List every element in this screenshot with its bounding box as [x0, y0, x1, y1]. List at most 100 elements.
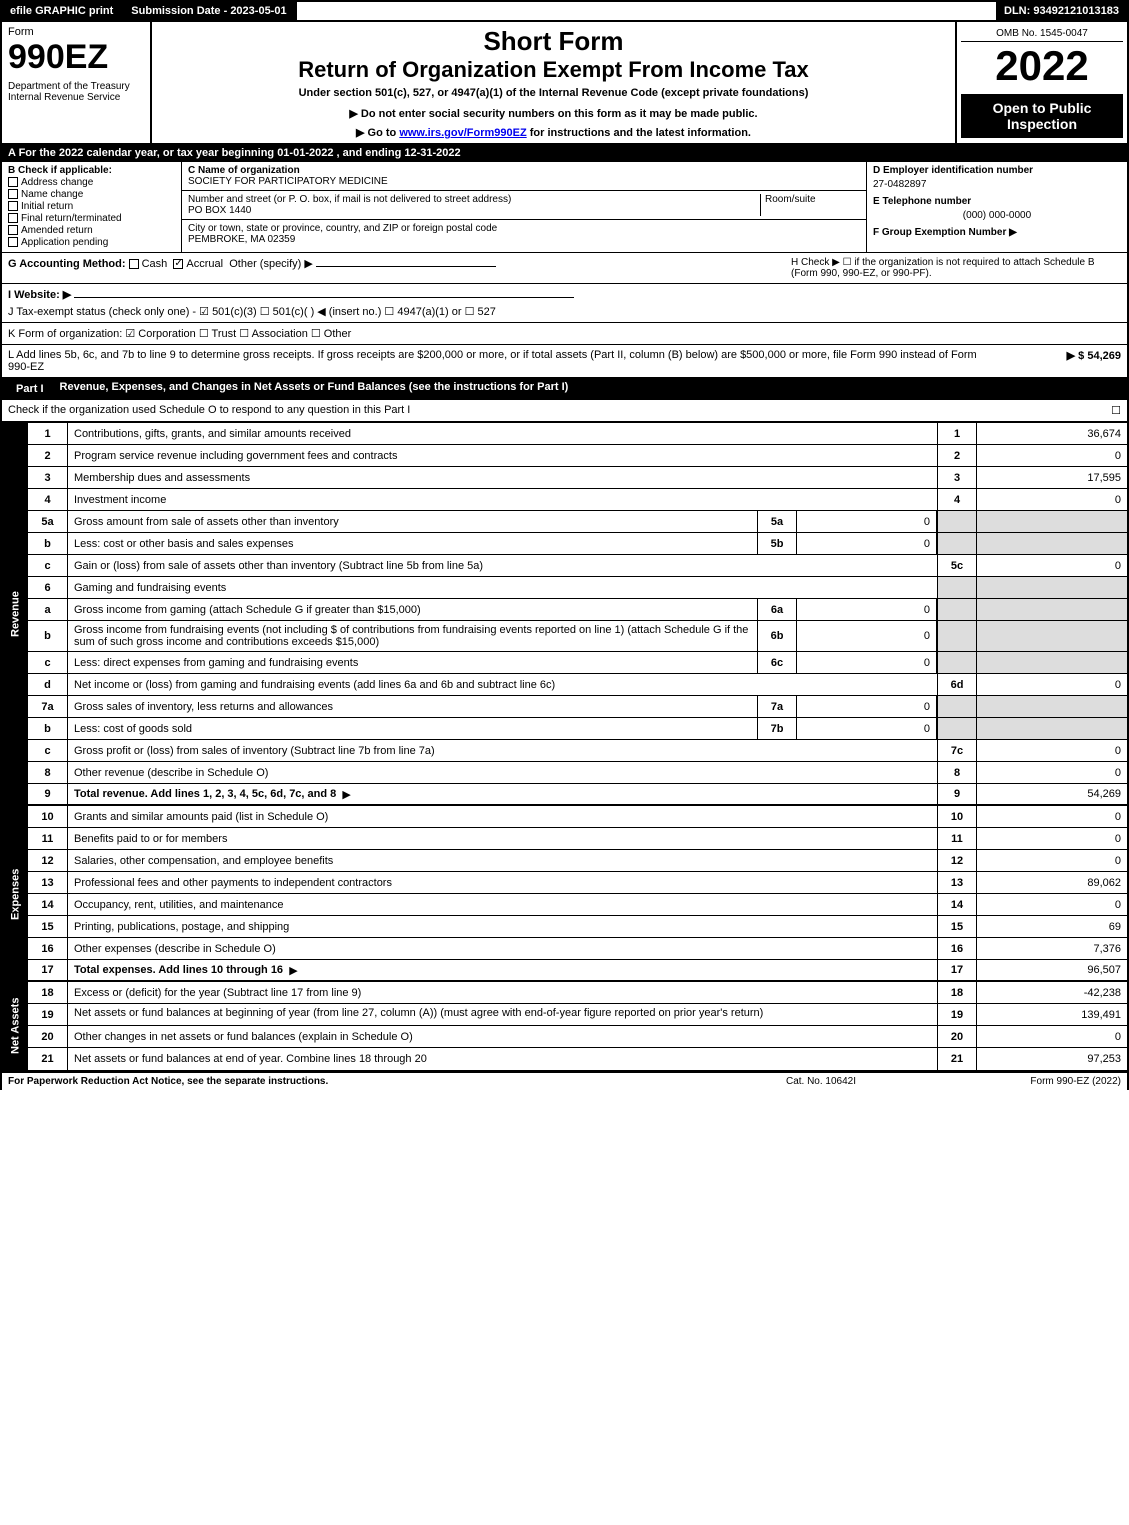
phone-label: E Telephone number — [873, 196, 1121, 207]
line-7b-val: 0 — [797, 718, 937, 739]
line-13-desc: Professional fees and other payments to … — [68, 872, 937, 893]
part-1-header: Part I Revenue, Expenses, and Changes in… — [0, 378, 1129, 400]
page-footer: For Paperwork Reduction Act Notice, see … — [0, 1072, 1129, 1090]
title-return: Return of Organization Exempt From Incom… — [156, 57, 951, 83]
org-name-label: C Name of organization — [188, 165, 860, 176]
tax-exempt-status: J Tax-exempt status (check only one) - ☑… — [8, 305, 1121, 318]
line-13-val: 89,062 — [977, 872, 1127, 893]
cat-number: Cat. No. 10642I — [721, 1076, 921, 1087]
line-7c-val: 0 — [977, 740, 1127, 761]
expenses-section: Expenses 10Grants and similar amounts pa… — [0, 806, 1129, 982]
check-cash[interactable] — [129, 259, 139, 269]
line-10-desc: Grants and similar amounts paid (list in… — [68, 806, 937, 827]
row-l-gross-receipts: L Add lines 5b, 6c, and 7b to line 9 to … — [0, 345, 1129, 378]
line-14-val: 0 — [977, 894, 1127, 915]
form-header: Form 990EZ Department of the Treasury In… — [0, 22, 1129, 145]
line-10-val: 0 — [977, 806, 1127, 827]
omb-number: OMB No. 1545-0047 — [961, 26, 1123, 42]
row-i-website: I Website: ▶ J Tax-exempt status (check … — [0, 284, 1129, 323]
accounting-label: G Accounting Method: — [8, 258, 126, 270]
section-a-tax-year: A For the 2022 calendar year, or tax yea… — [0, 145, 1129, 162]
line-5c-desc: Gain or (loss) from sale of assets other… — [68, 555, 937, 576]
line-6c-desc: Less: direct expenses from gaming and fu… — [68, 652, 757, 673]
line-2-desc: Program service revenue including govern… — [68, 445, 937, 466]
line-6b-val: 0 — [797, 621, 937, 651]
paperwork-notice: For Paperwork Reduction Act Notice, see … — [8, 1076, 721, 1087]
check-initial-return[interactable]: Initial return — [8, 201, 175, 212]
line-1-desc: Contributions, gifts, grants, and simila… — [68, 423, 937, 444]
header-left: Form 990EZ Department of the Treasury In… — [2, 22, 152, 143]
website-label: I Website: ▶ — [8, 289, 71, 301]
form-ref: Form 990-EZ (2022) — [921, 1076, 1121, 1087]
line-19-val: 139,491 — [977, 1004, 1127, 1025]
side-label-expenses: Expenses — [2, 806, 28, 982]
gross-receipts-amount: ▶ $ 54,269 — [1001, 349, 1121, 373]
check-name-change[interactable]: Name change — [8, 189, 175, 200]
other-specify: Other (specify) ▶ — [229, 258, 313, 270]
part-1-title: Revenue, Expenses, and Changes in Net As… — [60, 381, 569, 397]
line-6d-desc: Net income or (loss) from gaming and fun… — [68, 674, 937, 695]
line-9-val: 54,269 — [977, 784, 1127, 804]
line-7a-desc: Gross sales of inventory, less returns a… — [68, 696, 757, 717]
submission-date: Submission Date - 2023-05-01 — [123, 2, 296, 20]
efile-label[interactable]: efile GRAPHIC print — [2, 2, 123, 20]
line-8-val: 0 — [977, 762, 1127, 783]
part1-checkbox[interactable]: ☐ — [1091, 404, 1121, 417]
department-label: Department of the Treasury Internal Reve… — [8, 81, 144, 103]
check-amended[interactable]: Amended return — [8, 225, 175, 236]
line-7a-val: 0 — [797, 696, 937, 717]
line-8-desc: Other revenue (describe in Schedule O) — [68, 762, 937, 783]
row-k-form-org: K Form of organization: ☑ Corporation ☐ … — [0, 323, 1129, 345]
line-4-desc: Investment income — [68, 489, 937, 510]
line-21-desc: Net assets or fund balances at end of ye… — [68, 1048, 937, 1070]
line-21-val: 97,253 — [977, 1048, 1127, 1070]
part-1-check-line: Check if the organization used Schedule … — [0, 400, 1129, 423]
tax-year: 2022 — [961, 42, 1123, 90]
room-suite-label: Room/suite — [760, 194, 860, 216]
side-label-revenue: Revenue — [2, 423, 28, 806]
net-assets-section: Net Assets 18Excess or (deficit) for the… — [0, 982, 1129, 1072]
org-name: SOCIETY FOR PARTICIPATORY MEDICINE — [188, 176, 860, 187]
street-label: Number and street (or P. O. box, if mail… — [188, 194, 760, 205]
line-20-desc: Other changes in net assets or fund bala… — [68, 1026, 937, 1047]
part-1-label: Part I — [8, 381, 52, 397]
check-final-return[interactable]: Final return/terminated — [8, 213, 175, 224]
irs-link[interactable]: www.irs.gov/Form990EZ — [399, 127, 526, 139]
section-d-ein: D Employer identification number 27-0482… — [867, 162, 1127, 252]
subtitle-2: ▶ Do not enter social security numbers o… — [156, 107, 951, 120]
line-12-val: 0 — [977, 850, 1127, 871]
phone-value: (000) 000-0000 — [873, 210, 1121, 221]
line-6a-val: 0 — [797, 599, 937, 620]
check-address-change[interactable]: Address change — [8, 177, 175, 188]
line-7c-desc: Gross profit or (loss) from sales of inv… — [68, 740, 937, 761]
line-5c-val: 0 — [977, 555, 1127, 576]
line-17-val: 96,507 — [977, 960, 1127, 980]
line-6a-desc: Gross income from gaming (attach Schedul… — [68, 599, 757, 620]
header-center: Short Form Return of Organization Exempt… — [152, 22, 957, 143]
line-20-val: 0 — [977, 1026, 1127, 1047]
subtitle-1: Under section 501(c), 527, or 4947(a)(1)… — [156, 87, 951, 99]
line-5a-desc: Gross amount from sale of assets other t… — [68, 511, 757, 532]
line-11-val: 0 — [977, 828, 1127, 849]
line-18-desc: Excess or (deficit) for the year (Subtra… — [68, 982, 937, 1003]
section-c-org: C Name of organization SOCIETY FOR PARTI… — [182, 162, 867, 252]
ein-value: 27-0482897 — [873, 179, 1121, 190]
row-g-accounting: G Accounting Method: Cash Accrual Other … — [0, 253, 1129, 284]
city-label: City or town, state or province, country… — [188, 223, 860, 234]
line-4-val: 0 — [977, 489, 1127, 510]
line-12-desc: Salaries, other compensation, and employ… — [68, 850, 937, 871]
section-b-label: B Check if applicable: — [8, 165, 175, 176]
line-16-val: 7,376 — [977, 938, 1127, 959]
ein-label: D Employer identification number — [873, 165, 1121, 176]
check-accrual[interactable] — [173, 259, 183, 269]
line-19-desc: Net assets or fund balances at beginning… — [68, 1004, 937, 1025]
line-15-val: 69 — [977, 916, 1127, 937]
line-5a-val: 0 — [797, 511, 937, 532]
line-3-desc: Membership dues and assessments — [68, 467, 937, 488]
topbar-spacer — [297, 8, 996, 14]
line-17-desc: Total expenses. Add lines 10 through 16 … — [68, 960, 937, 980]
group-exemption-label: F Group Exemption Number ▶ — [873, 227, 1121, 238]
check-application-pending[interactable]: Application pending — [8, 237, 175, 248]
line-5b-desc: Less: cost or other basis and sales expe… — [68, 533, 757, 554]
side-label-net-assets: Net Assets — [2, 982, 28, 1070]
